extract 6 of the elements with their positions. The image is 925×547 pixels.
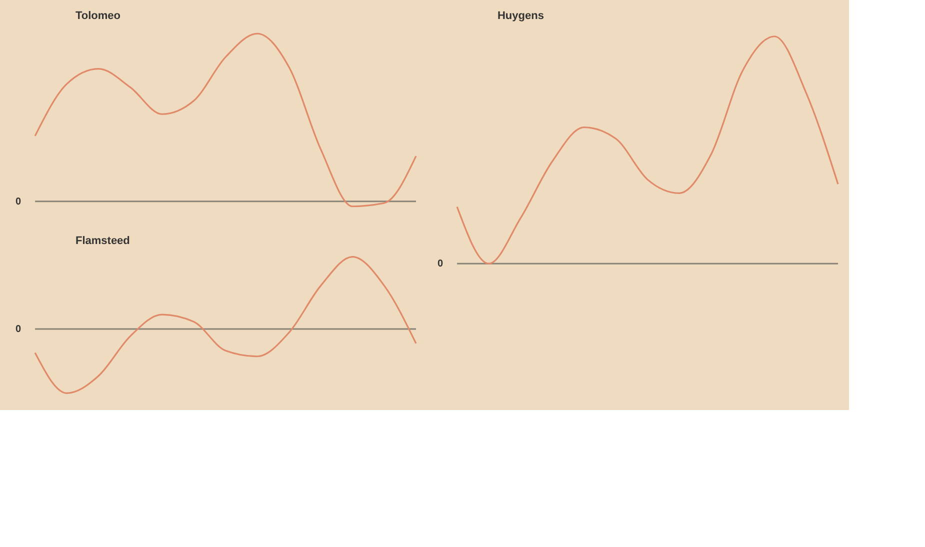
chart-title: Huygens <box>497 10 544 22</box>
chart-title: Tolomeo <box>75 10 121 22</box>
chart-title: Flamsteed <box>75 235 130 247</box>
ref-line-label: 0 <box>15 196 22 208</box>
ref-line-label: 0 <box>15 324 22 335</box>
ref-line-label: 0 <box>437 258 444 270</box>
